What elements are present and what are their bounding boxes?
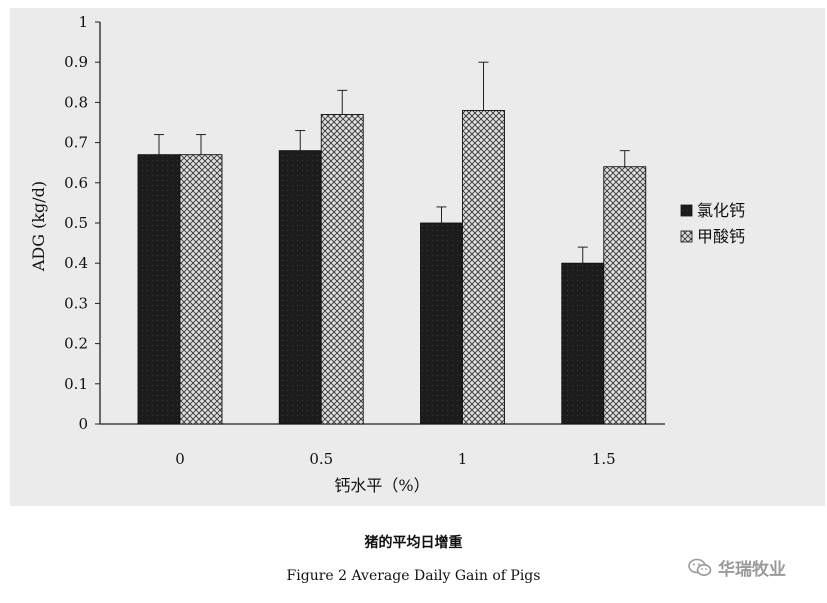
y-tick-label: 0.9	[64, 53, 88, 71]
bar-calcium-formate	[462, 109, 505, 425]
x-tick-label: 1.5	[592, 450, 616, 468]
bars	[137, 61, 647, 425]
y-tick-label: 0.5	[64, 214, 88, 232]
bar-chart: 0 0.1 0.2 0.3 0.4 0.5 0.6 0.7 0.8 0.9 1 0 0.5 1 1.5 AD…	[29, 13, 745, 495]
legend-swatch-calcium-chloride	[680, 204, 693, 217]
y-tick-label: 0	[78, 415, 88, 433]
y-tick-label: 0.7	[64, 134, 88, 152]
wechat-icon	[688, 558, 712, 576]
axes: 0 0.1 0.2 0.3 0.4 0.5 0.6 0.7 0.8 0.9 1 0 0.5 1 1.5	[64, 13, 665, 468]
y-tick-label: 0.6	[64, 174, 88, 192]
watermark-text: 华瑞牧业	[718, 560, 786, 580]
legend-label-calcium-chloride: 氯化钙	[697, 201, 745, 220]
y-tick-label: 0.8	[64, 93, 88, 111]
x-tick-label: 1	[458, 450, 468, 468]
legend-swatch-calcium-formate	[680, 230, 693, 243]
bar-calcium-chloride	[278, 150, 322, 425]
legend-label-calcium-formate: 甲酸钙	[697, 227, 745, 246]
x-axis-title: 钙水平（%）	[334, 476, 429, 495]
watermark: 华瑞牧业	[688, 555, 786, 580]
figure-panel: 0 0.1 0.2 0.3 0.4 0.5 0.6 0.7 0.8 0.9 1 0 0.5 1 1.5 AD…	[10, 8, 825, 506]
figure-caption-english: Figure 2 Average Daily Gain of Pigs	[286, 568, 541, 584]
bar-calcium-formate	[603, 166, 647, 425]
figure-caption-chinese: 猪的平均日增重	[364, 535, 463, 551]
labels: ADG (kg/d) 钙水平（%）	[29, 181, 430, 495]
y-tick-label: 0.2	[64, 335, 88, 353]
y-tick-label: 0.4	[64, 254, 88, 272]
legend: 氯化钙 甲酸钙	[680, 201, 745, 246]
bar-calcium-formate	[179, 154, 223, 425]
y-axis-title: ADG (kg/d)	[29, 181, 48, 272]
bar-calcium-chloride	[561, 262, 605, 425]
bar-calcium-chloride	[420, 222, 463, 425]
y-tick-label: 1	[78, 13, 88, 31]
y-tick-label: 0.3	[64, 294, 88, 312]
bar-calcium-formate	[320, 114, 364, 425]
x-tick-label: 0	[175, 450, 185, 468]
y-tick-label: 0.1	[64, 375, 88, 393]
bar-calcium-chloride	[137, 154, 181, 425]
x-tick-label: 0.5	[309, 450, 333, 468]
